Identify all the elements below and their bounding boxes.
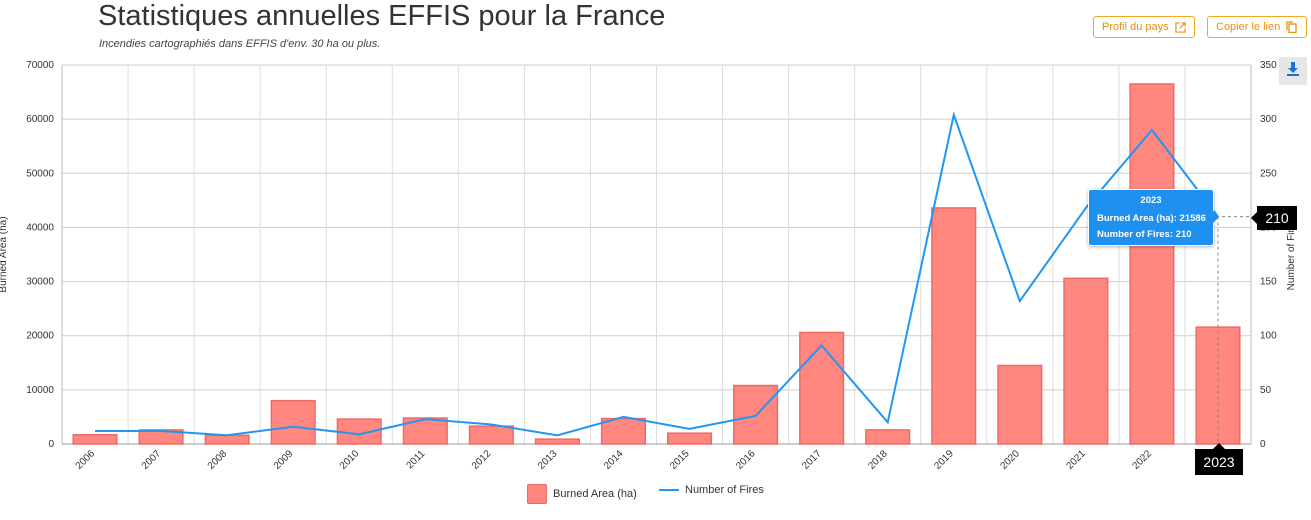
bar-burned-area — [666, 432, 713, 445]
y-right-tick-label: 50 — [1260, 385, 1272, 396]
x-tick-label: 2011 — [404, 448, 427, 471]
crosshair-x-label: 2023 — [1195, 443, 1243, 475]
x-tick-label: 2009 — [272, 448, 296, 472]
bar-burned-area — [1063, 277, 1109, 445]
legend-item-burned-area[interactable]: Burned Area (ha) — [527, 484, 637, 504]
legend-bar-swatch — [527, 484, 547, 504]
bar-burned-area — [204, 434, 250, 445]
bar-burned-area — [534, 438, 580, 445]
x-tick-label: 2007 — [140, 448, 164, 472]
y-left-tick-label: 20000 — [26, 331, 54, 342]
tooltip-row2-value: 210 — [1175, 229, 1192, 240]
copy-link-label: Copier le lien — [1216, 21, 1281, 33]
y-left-tick-label: 10000 — [26, 385, 54, 396]
bar-burned-area — [997, 364, 1043, 445]
y-right-tick-label: 300 — [1260, 114, 1277, 125]
x-tick-label: 2016 — [734, 448, 758, 472]
y-left-tick-label: 50000 — [26, 168, 54, 179]
line-number-of-fires — [95, 111, 1219, 437]
tooltip-row1-label: Burned Area (ha): — [1097, 213, 1177, 224]
x-tick-label: 2017 — [800, 448, 824, 472]
bar-burned-area — [600, 417, 647, 445]
x-tick-label: 2020 — [998, 448, 1022, 472]
bar-burned-area — [799, 331, 845, 445]
y-left-tick-label: 0 — [48, 439, 54, 450]
y-right-tick-label: 350 — [1260, 60, 1277, 71]
page-title: Statistiques annuelles EFFIS pour la Fra… — [98, 0, 666, 32]
y-right-axis-title: Number of Fires — [1286, 219, 1297, 291]
x-tick-label: 2008 — [206, 448, 230, 472]
bar-burned-area — [468, 425, 514, 445]
y-left-tick-label: 60000 — [26, 114, 54, 125]
chart-tooltip: 2023 Burned Area (ha): 21586 Number of F… — [1088, 189, 1214, 246]
y-left-axis-title: Burned Area (ha) — [0, 216, 9, 292]
legend-line-swatch — [659, 489, 679, 491]
bar-burned-area — [72, 434, 118, 445]
y-right-tick-label: 0 — [1260, 439, 1266, 450]
download-icon — [1286, 61, 1300, 82]
x-tick-label: 2018 — [866, 448, 890, 472]
page-subtitle: Incendies cartographiés dans EFFIS d'env… — [99, 38, 381, 50]
external-link-icon — [1174, 21, 1186, 33]
y-right-tick-label: 100 — [1260, 331, 1277, 342]
copy-link-button[interactable]: Copier le lien — [1207, 16, 1307, 38]
bar-burned-area — [270, 399, 316, 445]
y-right-tick-label: 150 — [1260, 277, 1277, 288]
x-tick-label: 2021 — [1064, 448, 1088, 472]
copy-icon — [1286, 21, 1297, 33]
bar-burned-area — [865, 429, 911, 445]
bar-burned-area — [138, 429, 184, 445]
y-right-tick-label: 250 — [1260, 168, 1277, 179]
legend-item-number-of-fires[interactable]: Number of Fires — [659, 484, 764, 496]
y-left-tick-label: 40000 — [26, 222, 54, 233]
country-profile-label: Profil du pays — [1102, 21, 1169, 33]
legend-burned-area-label: Burned Area (ha) — [553, 488, 637, 500]
x-tick-label: 2015 — [668, 448, 692, 472]
tooltip-row1-value: 21586 — [1179, 213, 1206, 224]
x-tick-label: 2006 — [74, 448, 98, 472]
x-tick-label: 2019 — [932, 448, 956, 472]
x-tick-label: 2012 — [470, 448, 494, 472]
x-tick-label: 2010 — [338, 448, 362, 472]
download-button[interactable] — [1279, 57, 1307, 85]
country-profile-button[interactable]: Profil du pays — [1093, 16, 1195, 38]
tooltip-row2-label: Number of Fires: — [1097, 229, 1174, 240]
x-tick-label: 2014 — [602, 448, 626, 472]
y-left-tick-label: 30000 — [26, 277, 54, 288]
tooltip-title: 2023 — [1140, 195, 1162, 206]
bar-burned-area — [1129, 83, 1175, 445]
bar-burned-area — [931, 207, 977, 445]
tooltip-arrow — [1213, 211, 1219, 223]
legend-number-of-fires-label: Number of Fires — [685, 484, 764, 496]
crosshair-y-label: 210 — [1251, 206, 1297, 230]
x-tick-label: 2013 — [536, 448, 560, 472]
x-tick-label: 2022 — [1131, 448, 1155, 472]
y-left-tick-label: 70000 — [26, 60, 54, 71]
